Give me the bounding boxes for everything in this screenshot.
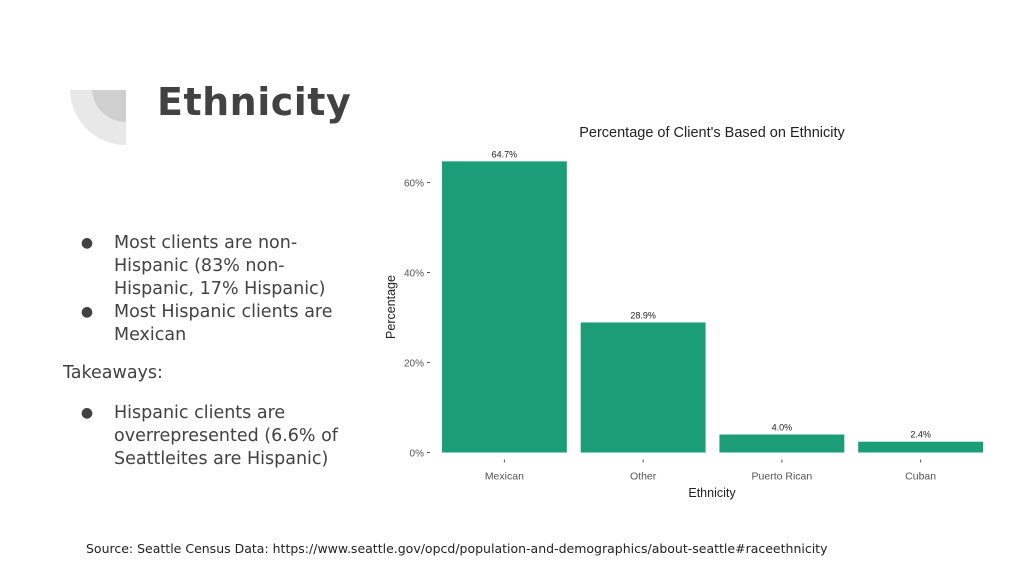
x-tick-label: Puerto Rican xyxy=(752,471,813,483)
bar-cuban xyxy=(858,441,984,453)
bullet-text: Most clients are non-Hispanic (83% non-H… xyxy=(114,233,326,299)
plot-area: 0% 20% 40% 60% 64.7% Mexican 28.9% Other 4.0% Pue… xyxy=(404,149,984,483)
bar-other xyxy=(580,322,706,453)
bullet-dot: ● xyxy=(80,304,94,320)
source-citation: Source: Seattle Census Data: https://www… xyxy=(86,541,828,556)
bar-chart: Percentage of Client's Based on Ethnicit… xyxy=(384,125,984,500)
bullet-list-bottom: ● Hispanic clients are overrepresented (6… xyxy=(80,402,360,471)
chart-title: Percentage of Client's Based on Ethnicit… xyxy=(579,125,845,141)
bullet-item: ● Most Hispanic clients are Mexican xyxy=(80,301,360,347)
y-axis-label: Percentage xyxy=(384,275,398,339)
takeaways-label: Takeaways: xyxy=(63,363,163,383)
bullet-text: Hispanic clients are overrepresented (6.… xyxy=(114,403,338,469)
bullet-item: ● Hispanic clients are overrepresented (6… xyxy=(80,402,360,471)
bullet-list-top: ● Most clients are non-Hispanic (83% non-… xyxy=(80,232,360,347)
bar-puerto-rican xyxy=(719,434,845,453)
data-label: 2.4% xyxy=(910,430,931,440)
x-tick-label: Mexican xyxy=(485,471,524,483)
data-label: 28.9% xyxy=(630,310,656,320)
x-tick-label: Cuban xyxy=(905,471,936,483)
y-tick-label: 20% xyxy=(404,359,424,370)
data-label: 4.0% xyxy=(772,423,793,433)
y-tick-label: 60% xyxy=(404,179,424,190)
y-tick-label: 40% xyxy=(404,269,424,280)
bullet-text: Most Hispanic clients are Mexican xyxy=(114,302,333,345)
slide-title: Ethnicity xyxy=(157,80,352,124)
bullet-dot: ● xyxy=(80,405,94,421)
x-axis-label: Ethnicity xyxy=(688,486,736,500)
bullet-dot: ● xyxy=(80,235,94,251)
decorative-arc-inner xyxy=(92,90,126,123)
bullet-item: ● Most clients are non-Hispanic (83% non-… xyxy=(80,232,360,301)
y-tick-label: 0% xyxy=(410,449,425,460)
x-tick-label: Other xyxy=(630,471,657,483)
decorative-arc-shape xyxy=(70,90,126,145)
data-label: 64.7% xyxy=(492,149,518,159)
bar-mexican xyxy=(441,161,567,453)
